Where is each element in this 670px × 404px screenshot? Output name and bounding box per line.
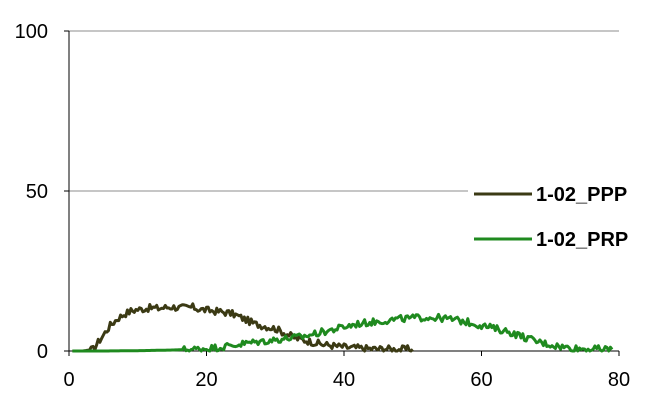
- legend: 1-02_PPP 1-02_PRP: [468, 150, 670, 262]
- axes: 0 50 100 0 20 40 60 80: [15, 21, 631, 391]
- series-line-1-02_PPP: [72, 302, 414, 353]
- x-tick-label: 20: [195, 369, 217, 391]
- y-tick-label: 0: [37, 341, 48, 363]
- series-line-1-02_PRP: [72, 312, 614, 353]
- series-group: [72, 302, 614, 353]
- x-tick-label: 60: [470, 369, 492, 391]
- legend-label: 1-02_PPP: [536, 184, 627, 206]
- y-tick-label: 50: [26, 181, 48, 203]
- y-tick-label: 100: [15, 21, 48, 43]
- x-tick-label: 0: [63, 369, 74, 391]
- legend-label: 1-02_PRP: [536, 229, 628, 251]
- x-tick-label: 40: [333, 369, 355, 391]
- x-tick-label: 80: [608, 369, 630, 391]
- legend-box: [468, 150, 670, 262]
